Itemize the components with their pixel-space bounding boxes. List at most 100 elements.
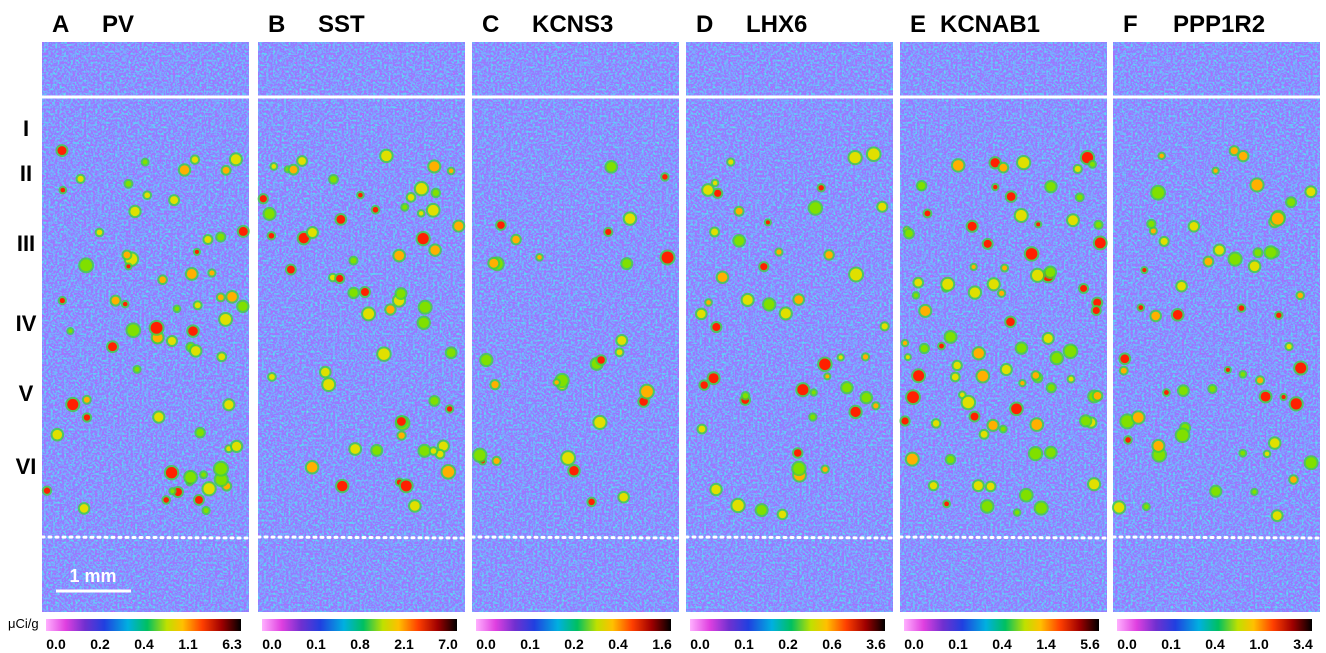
signal-spot — [850, 406, 861, 418]
gene-name: PPP1R2 — [1173, 11, 1265, 38]
signal-spot — [990, 158, 1000, 168]
gene-name: KCNS3 — [532, 11, 613, 38]
signal-spot — [818, 185, 824, 191]
signal-spot — [1080, 284, 1088, 292]
signal-spot — [1178, 386, 1188, 396]
signal-spot — [1143, 504, 1149, 510]
signal-spot — [776, 249, 782, 255]
signal-spot — [330, 175, 337, 183]
signal-spot — [977, 370, 989, 382]
signal-spot — [454, 221, 464, 231]
signal-spot — [1068, 215, 1078, 226]
scale-tick-label: 0.0 — [1117, 636, 1137, 652]
signal-spot — [1269, 438, 1280, 448]
signal-spot — [913, 370, 925, 382]
signal-spot — [409, 501, 420, 511]
signal-spot — [264, 208, 275, 219]
signal-spot — [1287, 198, 1296, 207]
signal-spot — [953, 361, 961, 370]
signal-spot — [970, 412, 979, 421]
signal-spot — [1272, 511, 1282, 521]
scale-tick-label: 0.1 — [1161, 636, 1181, 652]
signal-spot — [474, 449, 486, 461]
signal-spot — [144, 192, 151, 199]
signal-spot — [960, 392, 965, 398]
signal-spot — [980, 430, 988, 438]
signal-spot — [194, 249, 199, 254]
signal-spot — [1214, 245, 1224, 255]
section-image — [42, 42, 249, 612]
signal-spot — [562, 452, 575, 464]
signal-spot — [1074, 165, 1081, 173]
signal-spot — [973, 348, 984, 359]
signal-spot — [1189, 222, 1199, 231]
scale-tick-label: 3.6 — [866, 636, 886, 652]
scale-tick-label: 0.1 — [734, 636, 754, 652]
signal-spot — [363, 308, 375, 320]
signal-spot — [811, 390, 816, 395]
signal-spot — [706, 300, 711, 305]
signal-spot — [269, 374, 275, 380]
signal-spot — [497, 221, 505, 229]
signal-spot — [209, 270, 215, 276]
gene-name: PV — [102, 11, 134, 38]
signal-spot — [150, 321, 163, 334]
signal-spot — [797, 384, 809, 396]
signal-spot — [862, 354, 869, 360]
signal-spot — [1094, 237, 1106, 249]
section-image — [258, 42, 465, 612]
signal-spot — [415, 183, 428, 195]
signal-spot — [418, 211, 424, 216]
signal-spot — [1176, 429, 1189, 442]
scale-tick-label: 0.4 — [1205, 636, 1225, 652]
signal-spot — [867, 148, 880, 161]
gene-name: KCNAB1 — [940, 11, 1040, 38]
signal-spot — [1286, 343, 1292, 350]
signal-spot — [196, 428, 204, 437]
signal-spot — [616, 349, 623, 356]
signal-spot — [913, 293, 919, 298]
signal-spot — [1025, 248, 1038, 260]
unit-label: μCi/g — [8, 616, 39, 631]
scale-tick-label: 1.4 — [1036, 636, 1056, 652]
scale-tick-label: 0.0 — [476, 636, 496, 652]
layer-label: III — [17, 231, 35, 256]
signal-spot — [825, 251, 833, 259]
signal-spot — [430, 245, 440, 255]
color-scale — [262, 619, 457, 631]
signal-spot — [350, 257, 357, 264]
scale-tick-label: 0.2 — [564, 636, 584, 652]
signal-spot — [1093, 298, 1102, 307]
signal-spot — [125, 180, 132, 187]
signal-spot — [624, 213, 636, 224]
scale-tick-label: 0.4 — [608, 636, 628, 652]
panel-letter: A — [52, 11, 69, 38]
scale-tick-label: 0.1 — [520, 636, 540, 652]
signal-spot — [662, 174, 668, 180]
signal-spot — [924, 210, 931, 217]
signal-spot — [1076, 194, 1083, 201]
signal-spot — [981, 501, 993, 512]
signal-spot — [1271, 212, 1284, 225]
layer-label: I — [23, 116, 29, 141]
signal-spot — [905, 355, 910, 360]
signal-spot — [973, 481, 983, 491]
signal-spot — [1138, 305, 1144, 310]
signal-spot — [398, 432, 405, 439]
signal-spot — [619, 492, 628, 502]
scale-tick-label: 1.1 — [178, 636, 198, 652]
signal-spot — [1295, 362, 1307, 374]
signal-spot — [641, 385, 653, 398]
signal-spot — [717, 272, 728, 283]
signal-spot — [83, 396, 90, 403]
signal-spot — [163, 497, 169, 503]
signal-spot — [185, 471, 196, 483]
signal-spot — [80, 259, 93, 272]
signal-spot — [59, 297, 65, 304]
signal-spot — [907, 391, 919, 404]
signal-spot — [419, 301, 431, 313]
signal-spot — [238, 301, 248, 312]
signal-spot — [999, 163, 1008, 172]
